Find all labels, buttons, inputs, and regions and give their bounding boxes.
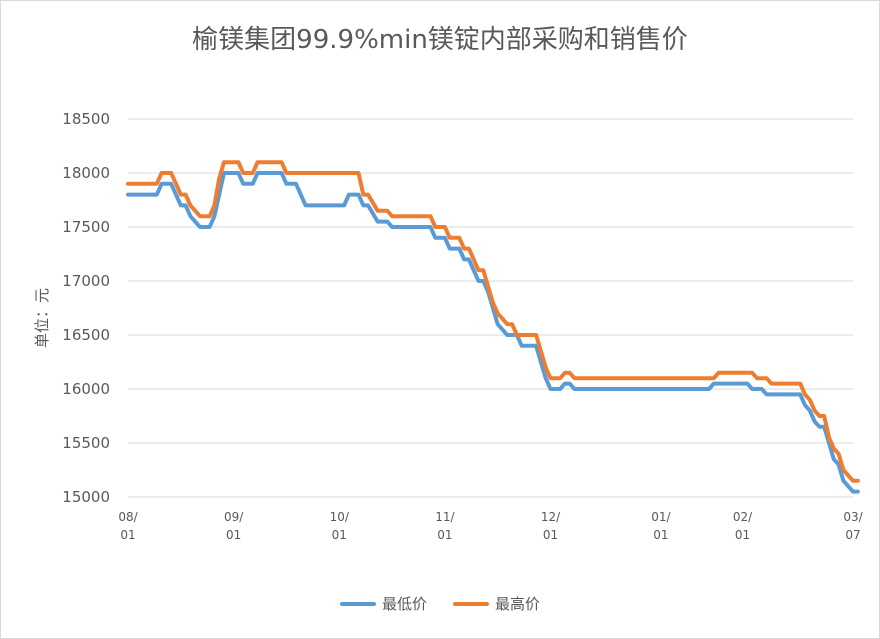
legend-item-high: 最高价	[453, 593, 540, 614]
y-tick-label: 15000	[62, 488, 110, 506]
series-line-low	[126, 171, 860, 494]
x-tick-label: 01	[437, 528, 452, 542]
y-tick-label: 15500	[62, 434, 110, 452]
x-tick-label: 09/	[224, 510, 244, 524]
x-tick-label: 01	[653, 528, 668, 542]
y-tick-label: 18500	[62, 110, 110, 128]
y-tick-label: 18000	[62, 164, 110, 182]
x-tick-label: 01	[332, 528, 347, 542]
x-tick-label: 01	[543, 528, 558, 542]
y-tick-label: 16500	[62, 326, 110, 344]
x-tick-label: 01	[226, 528, 241, 542]
y-tick-label: 17500	[62, 218, 110, 236]
y-axis-label: 单位：元	[33, 288, 51, 348]
legend: 最低价 最高价	[1, 593, 879, 614]
legend-swatch-high	[453, 601, 489, 606]
x-tick-label: 07	[845, 528, 860, 542]
x-tick-label: 02/	[733, 510, 753, 524]
x-tick-label: 11/	[435, 510, 455, 524]
x-tick-label: 01	[735, 528, 750, 542]
series-line-high	[126, 160, 860, 483]
chart-title: 榆镁集团99.9%min镁锭内部采购和销售价	[192, 25, 688, 55]
legend-label-high: 最高价	[495, 595, 541, 613]
y-tick-label: 16000	[62, 380, 110, 398]
y-tick-label: 17000	[62, 272, 110, 290]
legend-label-low: 最低价	[381, 595, 427, 613]
x-tick-label: 12/	[541, 510, 561, 524]
legend-item-low: 最低价	[339, 593, 427, 614]
legend-swatch-low	[339, 601, 376, 606]
x-tick-label: 01/	[651, 510, 671, 524]
x-tick-label: 01	[120, 528, 135, 542]
x-tick-label: 08/	[118, 510, 138, 524]
x-tick-label: 10/	[330, 510, 350, 524]
x-tick-label: 03/	[843, 510, 863, 524]
